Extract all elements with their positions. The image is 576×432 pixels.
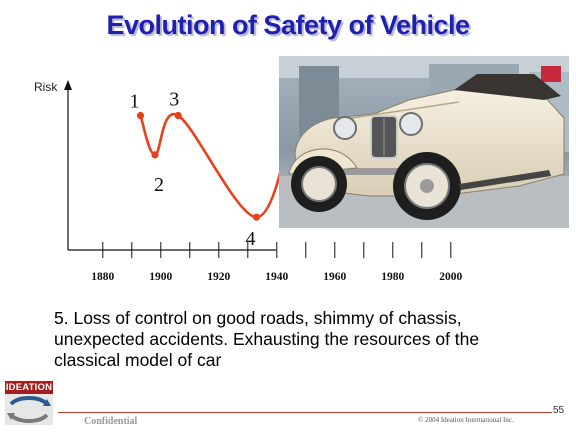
footer-divider (58, 412, 552, 413)
x-tick-label: 1880 (91, 271, 114, 283)
page-number: 55 (553, 405, 565, 416)
data-point-label: 1 (130, 91, 140, 113)
data-point (151, 151, 159, 159)
x-tick-label: 1960 (323, 271, 346, 283)
y-axis-label: Risk (34, 80, 58, 94)
data-point (174, 111, 182, 120)
data-point (252, 213, 261, 221)
x-tick-label: 1920 (207, 271, 230, 283)
footer-confidential: Confidential (84, 416, 138, 427)
data-point-label: 3 (169, 89, 179, 111)
x-tick-label: 1940 (265, 271, 288, 283)
footer-copyright: © 2004 Ideation International Inc. (418, 416, 514, 424)
x-tick-label: 2000 (439, 271, 462, 283)
x-tick-label: 1980 (381, 271, 404, 283)
y-axis-arrow-icon (64, 80, 72, 90)
x-tick-label: 1900 (149, 271, 172, 283)
data-point-label: 4 (246, 228, 256, 250)
logo-text: IDEATION (5, 381, 53, 394)
vintage-car-photo (279, 56, 569, 228)
risk-curve-line (139, 112, 296, 219)
data-point (136, 111, 145, 120)
slide-body-text: 5. Loss of control on good roads, shimmy… (54, 308, 480, 370)
data-point-label: 2 (154, 174, 164, 196)
slide-title: Evolution of Safety of Vehicle (106, 10, 470, 40)
logo-arrows-icon (5, 394, 53, 425)
ideation-logo: IDEATION (5, 381, 53, 425)
